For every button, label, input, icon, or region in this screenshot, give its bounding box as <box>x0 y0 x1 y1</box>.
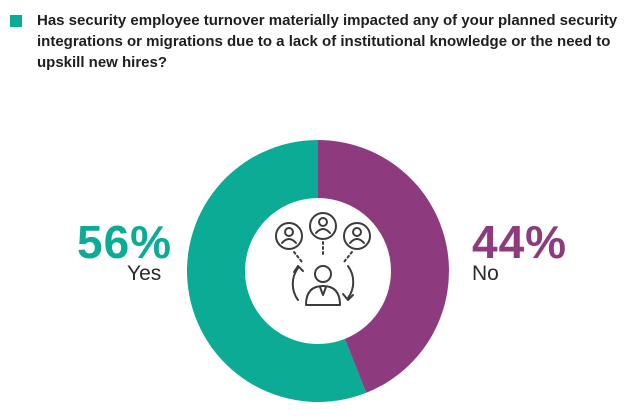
question-text: Has security employee turnover materiall… <box>37 12 618 71</box>
yes-percent-label: 56% <box>77 216 173 268</box>
slice-no <box>318 140 450 393</box>
no-percent-label: 44% <box>472 216 568 268</box>
people-rotation-icon <box>275 212 371 306</box>
slice-yes <box>187 139 367 402</box>
question-bullet <box>10 15 22 27</box>
yes-category-label: Yes <box>127 262 162 285</box>
no-category-label: No <box>472 262 499 285</box>
